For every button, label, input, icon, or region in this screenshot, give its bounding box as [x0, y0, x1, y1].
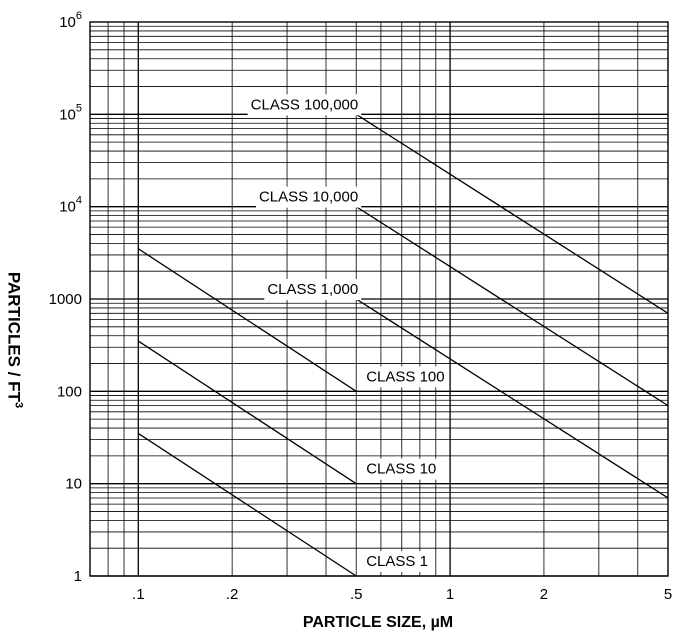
plot-frame	[89, 21, 669, 577]
series-lines	[137, 113, 669, 577]
x-tick-labels: .1 .2 .5 1 2 5	[132, 586, 672, 603]
y-tick-label: 1	[74, 568, 82, 585]
series-label-bg	[264, 279, 362, 300]
y-tick-label: 106	[59, 10, 82, 31]
y-tick-label: 105	[59, 102, 82, 123]
series-line	[137, 340, 357, 485]
series-label: CLASS 1,000	[267, 281, 358, 298]
series-label-bg	[255, 186, 362, 208]
x-tick-label: .1	[132, 586, 145, 603]
y-axis-label: PARTICLES / FT3	[4, 271, 25, 409]
series-line	[355, 113, 669, 314]
series-label: CLASS 10	[366, 461, 436, 478]
x-tick-label: .2	[226, 586, 239, 603]
y-tick-label: 100	[57, 383, 82, 400]
series-label-bg	[363, 458, 440, 480]
series-labels: CLASS 100,000 CLASS 10,000 CLASS 1,000 CLAS…	[247, 94, 448, 572]
series-line	[137, 432, 357, 577]
y-tick-label: 10	[65, 476, 82, 493]
series-label-bg	[363, 551, 431, 572]
y-tick-labels: 1 10 100 1000 104 105 106	[49, 10, 82, 585]
series-label-bg	[247, 94, 362, 116]
series-line	[137, 248, 357, 392]
x-tick-label: 2	[540, 586, 548, 603]
x-tick-label: .5	[350, 586, 363, 603]
series-label: CLASS 100,000	[251, 96, 359, 113]
x-tick-label: 1	[446, 586, 454, 603]
series-line	[355, 298, 669, 499]
x-axis-label: PARTICLE SIZE, µM	[302, 614, 454, 631]
y-tick-label: 104	[59, 195, 82, 216]
series-label-bg	[363, 366, 448, 388]
series-label: CLASS 100	[366, 368, 444, 385]
series-line	[355, 206, 669, 407]
series-label: CLASS 1	[366, 553, 428, 570]
series-label: CLASS 10,000	[259, 189, 358, 206]
y-tick-label: 1000	[49, 291, 82, 308]
x-tick-label: 5	[664, 586, 672, 603]
